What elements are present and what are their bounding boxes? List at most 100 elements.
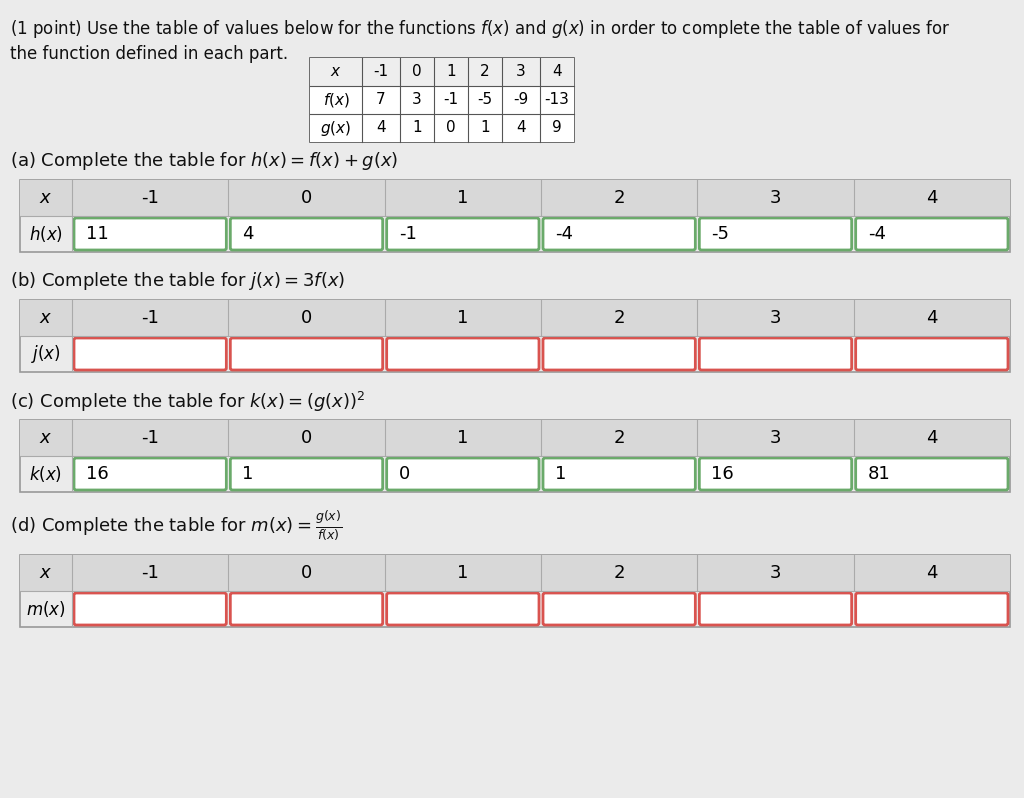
Text: $j(x)$: $j(x)$ — [31, 343, 61, 365]
Text: 0: 0 — [413, 65, 422, 80]
Text: $m(x)$: $m(x)$ — [27, 599, 66, 619]
FancyBboxPatch shape — [387, 218, 539, 250]
FancyBboxPatch shape — [387, 338, 539, 370]
Text: 0: 0 — [301, 189, 312, 207]
Text: -1: -1 — [141, 309, 159, 327]
Text: 4: 4 — [926, 309, 938, 327]
Text: 3: 3 — [770, 189, 781, 207]
Text: $k(x)$: $k(x)$ — [30, 464, 62, 484]
FancyBboxPatch shape — [387, 593, 539, 625]
FancyBboxPatch shape — [699, 593, 852, 625]
FancyBboxPatch shape — [856, 593, 1008, 625]
Bar — [20, 555, 1010, 591]
Text: 0: 0 — [398, 465, 410, 483]
Bar — [20, 420, 1010, 456]
Text: 4: 4 — [926, 189, 938, 207]
Text: 2: 2 — [613, 189, 625, 207]
Text: -1: -1 — [141, 429, 159, 447]
Text: (1 point) Use the table of values below for the functions $f(x)$ and $g(x)$ in o: (1 point) Use the table of values below … — [10, 18, 950, 40]
Text: 3: 3 — [770, 429, 781, 447]
Bar — [20, 180, 1010, 252]
FancyBboxPatch shape — [543, 218, 695, 250]
Text: -4: -4 — [555, 225, 573, 243]
Bar — [310, 58, 574, 142]
Text: 1: 1 — [413, 120, 422, 136]
Text: -1: -1 — [398, 225, 417, 243]
Text: 1: 1 — [480, 120, 489, 136]
Text: 11: 11 — [86, 225, 109, 243]
Bar — [20, 300, 1010, 336]
Text: (d) Complete the table for $m(x) = \frac{g(x)}{f(x)}$: (d) Complete the table for $m(x) = \frac… — [10, 510, 342, 543]
Text: 4: 4 — [516, 120, 525, 136]
Text: (c) Complete the table for $k(x) = (g(x))^2$: (c) Complete the table for $k(x) = (g(x)… — [10, 390, 366, 414]
Text: 1: 1 — [243, 465, 254, 483]
Text: -9: -9 — [513, 93, 528, 108]
Text: 2: 2 — [613, 564, 625, 582]
Text: 4: 4 — [243, 225, 254, 243]
FancyBboxPatch shape — [699, 218, 852, 250]
FancyBboxPatch shape — [74, 593, 226, 625]
FancyBboxPatch shape — [543, 593, 695, 625]
Text: -1: -1 — [374, 65, 388, 80]
Text: 4: 4 — [926, 564, 938, 582]
Text: $g(x)$: $g(x)$ — [321, 118, 351, 137]
Text: 2: 2 — [480, 65, 489, 80]
Text: -1: -1 — [141, 189, 159, 207]
Text: 16: 16 — [86, 465, 109, 483]
Text: 7: 7 — [376, 93, 386, 108]
Text: $x$: $x$ — [39, 429, 52, 447]
Text: 1: 1 — [457, 564, 469, 582]
Text: the function defined in each part.: the function defined in each part. — [10, 45, 288, 63]
FancyBboxPatch shape — [543, 338, 695, 370]
Text: 16: 16 — [712, 465, 734, 483]
Text: 3: 3 — [770, 564, 781, 582]
FancyBboxPatch shape — [74, 338, 226, 370]
Text: 0: 0 — [301, 429, 312, 447]
FancyBboxPatch shape — [230, 218, 383, 250]
Bar — [310, 58, 574, 86]
Text: 0: 0 — [446, 120, 456, 136]
Text: 4: 4 — [552, 65, 562, 80]
Text: 1: 1 — [457, 189, 469, 207]
Text: -5: -5 — [712, 225, 729, 243]
Text: 0: 0 — [301, 564, 312, 582]
Text: -1: -1 — [443, 93, 459, 108]
FancyBboxPatch shape — [230, 593, 383, 625]
Text: $f(x)$: $f(x)$ — [323, 91, 349, 109]
Bar — [20, 180, 1010, 216]
Text: 3: 3 — [770, 309, 781, 327]
Text: $x$: $x$ — [39, 189, 52, 207]
Text: (a) Complete the table for $h(x) = f(x) + g(x)$: (a) Complete the table for $h(x) = f(x) … — [10, 150, 398, 172]
FancyBboxPatch shape — [230, 338, 383, 370]
Text: 4: 4 — [926, 429, 938, 447]
FancyBboxPatch shape — [699, 458, 852, 490]
FancyBboxPatch shape — [699, 338, 852, 370]
Text: 2: 2 — [613, 429, 625, 447]
Text: 9: 9 — [552, 120, 562, 136]
Text: -1: -1 — [141, 564, 159, 582]
Text: 81: 81 — [867, 465, 891, 483]
Text: 1: 1 — [446, 65, 456, 80]
Text: $x$: $x$ — [39, 309, 52, 327]
Bar — [310, 86, 574, 114]
FancyBboxPatch shape — [230, 458, 383, 490]
FancyBboxPatch shape — [74, 458, 226, 490]
Text: 1: 1 — [457, 429, 469, 447]
Text: 4: 4 — [376, 120, 386, 136]
FancyBboxPatch shape — [74, 218, 226, 250]
Text: $x$: $x$ — [330, 65, 342, 80]
Text: $h(x)$: $h(x)$ — [29, 224, 62, 244]
Bar — [310, 114, 574, 142]
Text: (b) Complete the table for $j(x) = 3f(x)$: (b) Complete the table for $j(x) = 3f(x)… — [10, 270, 345, 292]
FancyBboxPatch shape — [387, 458, 539, 490]
Text: $x$: $x$ — [39, 564, 52, 582]
Text: 0: 0 — [301, 309, 312, 327]
Bar — [20, 555, 1010, 627]
FancyBboxPatch shape — [856, 458, 1008, 490]
Text: 3: 3 — [412, 93, 422, 108]
FancyBboxPatch shape — [543, 458, 695, 490]
Text: -4: -4 — [867, 225, 886, 243]
Text: -13: -13 — [545, 93, 569, 108]
FancyBboxPatch shape — [856, 338, 1008, 370]
Text: 1: 1 — [555, 465, 566, 483]
